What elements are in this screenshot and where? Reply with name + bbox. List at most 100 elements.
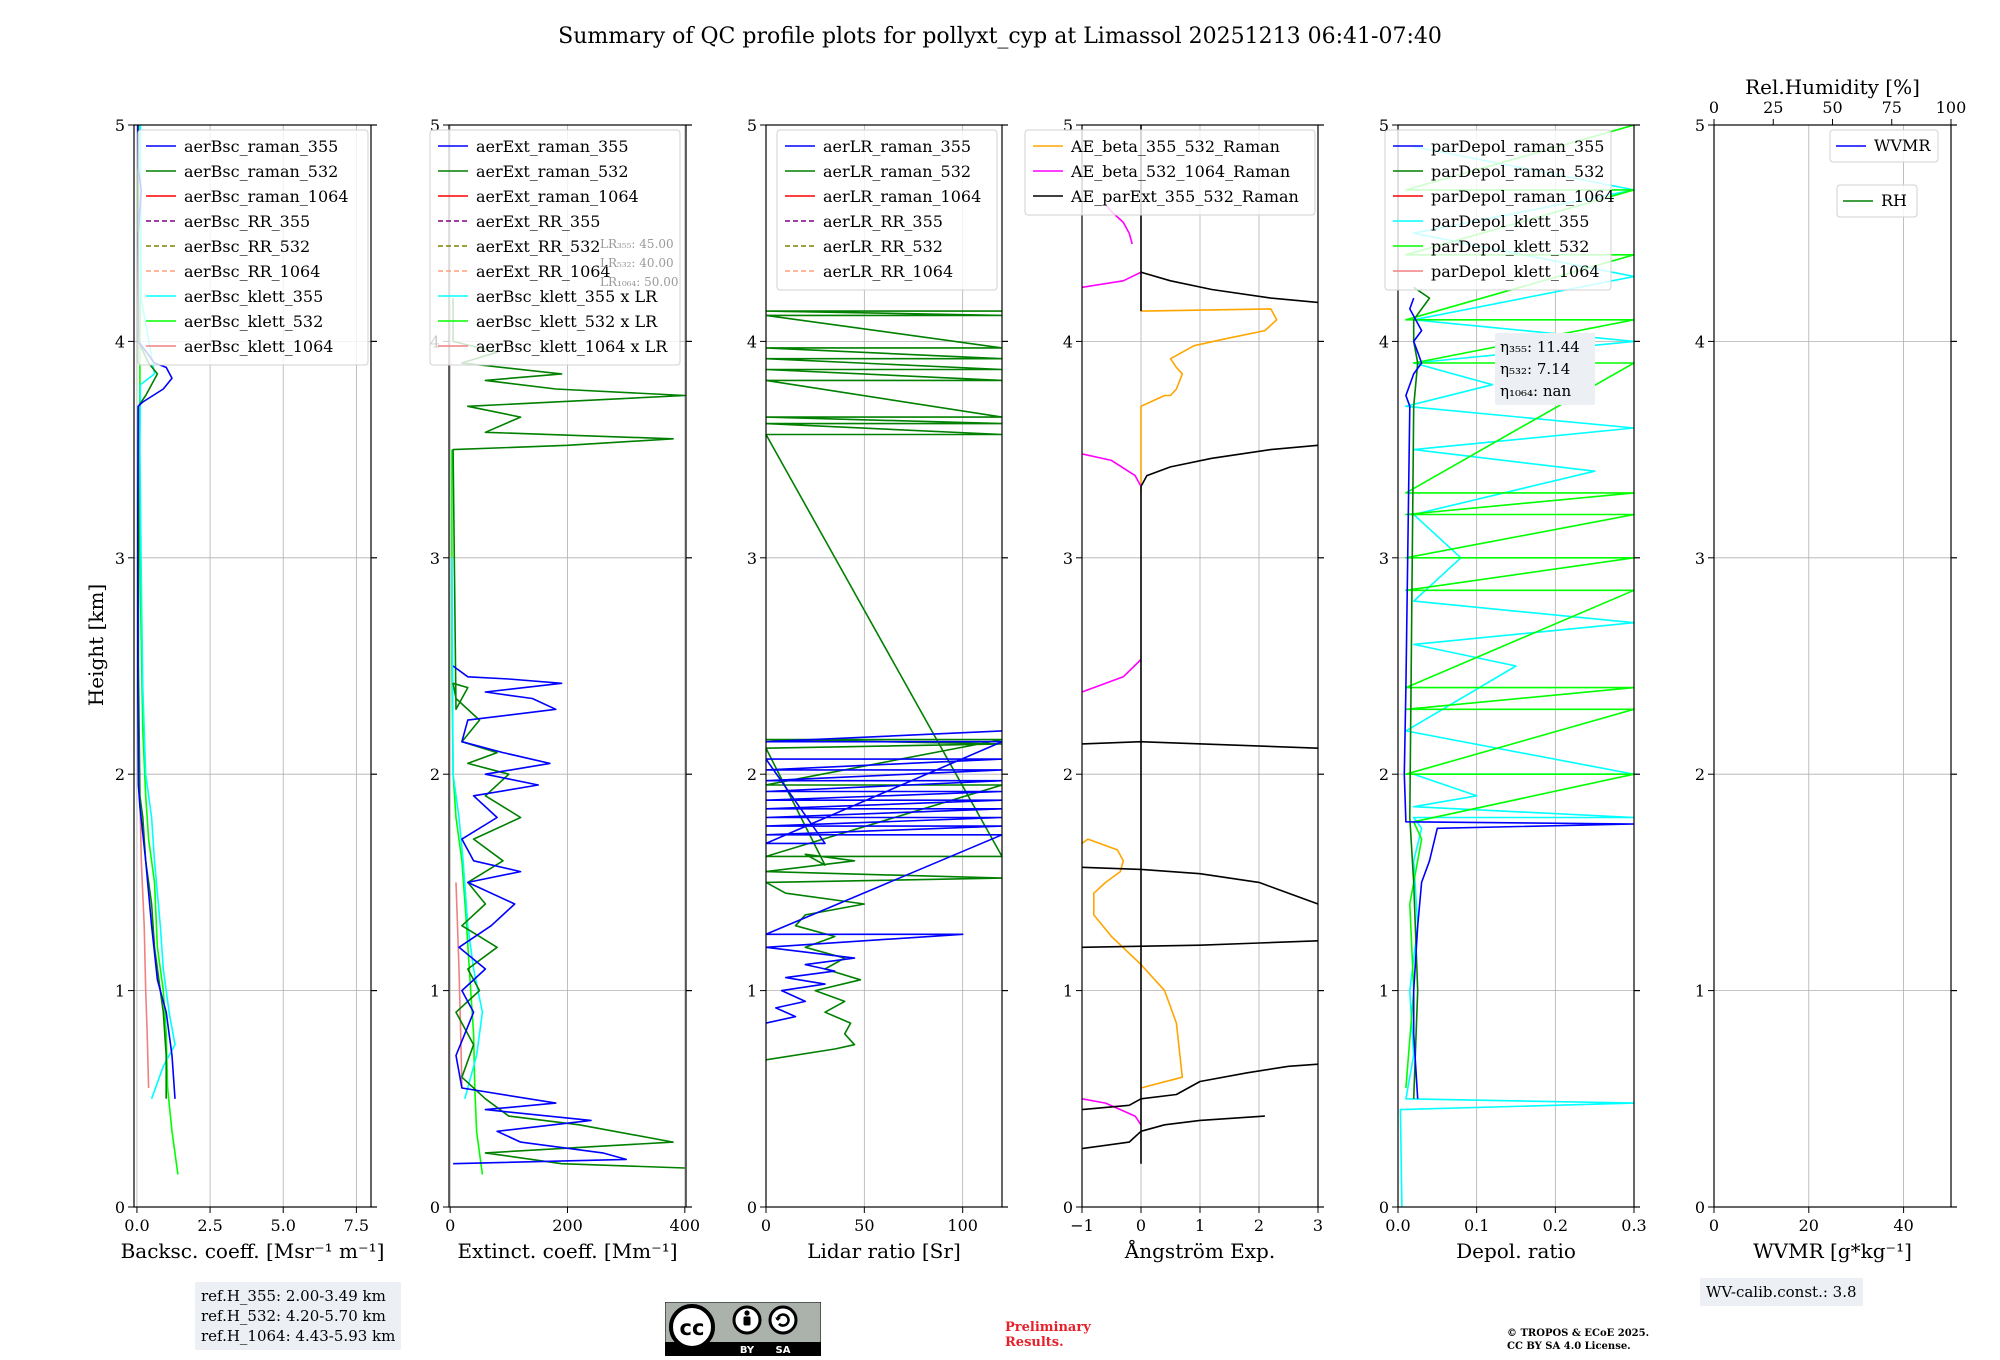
series-group: [766, 310, 1002, 1061]
legend-label: parDepol_raman_355: [1431, 137, 1604, 156]
ref-height-355: ref.H_355: 2.00-3.49 km: [201, 1287, 386, 1305]
ref-height-532: ref.H_532: 4.20-5.70 km: [201, 1307, 386, 1325]
x-tick-label: 0: [1136, 1216, 1146, 1235]
legend-label: aerBsc_RR_355: [184, 212, 310, 231]
copyright-line-2: CC BY SA 4.0 License.: [1507, 1341, 1631, 1352]
legend-label: parDepol_klett_355: [1431, 212, 1589, 231]
series-parDepol_raman_355: [1403, 297, 1634, 1099]
y-tick-label: 0: [1063, 1198, 1073, 1217]
legend-box: [1384, 129, 1612, 291]
legend-label: aerLR_raman_1064: [823, 187, 981, 206]
wv-calibration-box: WV-calib.const.: 3.8: [1700, 1278, 1863, 1306]
plot-frame: [765, 124, 1003, 1208]
y-tick-label: 0: [747, 1198, 757, 1217]
x-tick-label: 0.0: [124, 1216, 149, 1235]
legend-label: aerExt_RR_532: [476, 237, 600, 256]
x-tick-label: 1: [1195, 1216, 1205, 1235]
y-tick-label: 3: [115, 549, 125, 568]
eta-label: η₃₅₅: 11.44: [1500, 338, 1580, 356]
x-tick-label: 400: [670, 1216, 701, 1235]
legend-label: aerBsc_raman_1064: [184, 187, 349, 206]
x-tick-label: 40: [1893, 1216, 1913, 1235]
y-tick-label: 0: [430, 1198, 440, 1217]
y-tick-label: 4: [1379, 332, 1389, 351]
series-AE_beta_355_532_Raman: [1082, 838, 1184, 1089]
cc-symbol-text: cc: [680, 1316, 705, 1340]
ref-height-1064: ref.H_1064: 4.43-5.93 km: [201, 1327, 396, 1345]
legend-label: aerLR_RR_532: [823, 237, 943, 256]
y-tick-label: 1: [1379, 982, 1389, 1001]
legend-box: [1836, 184, 1918, 218]
x-tick-label: 0.3: [1621, 1216, 1646, 1235]
plot-frame: [1713, 124, 1952, 1208]
series-AE_parExt_355_532_Raman_g: [1140, 444, 1318, 487]
lidar-ratio-annotation: LR₅₃₂: 40.00: [600, 256, 674, 270]
legend-label: aerExt_raman_355: [476, 137, 629, 156]
series-AE_parExt_355_532_Raman_h: [1140, 271, 1318, 312]
cc-icon: [669, 1304, 715, 1350]
x-axis-label: Extinct. coeff. [Mm⁻¹]: [457, 1239, 677, 1263]
y-tick-label: 5: [1063, 116, 1073, 135]
legend-label: aerBsc_raman_355: [184, 137, 338, 156]
y-tick-label: 1: [1063, 982, 1073, 1001]
legend-label: aerExt_RR_355: [476, 212, 600, 231]
plot-frame: [133, 124, 372, 1208]
y-axis-label: Height [km]: [84, 584, 108, 706]
lidar-ratio-annotation: LR₃₅₅: 45.00: [600, 237, 674, 251]
y-tick-label: 3: [1695, 549, 1705, 568]
eta-label: η₁₀₆₄: nan: [1500, 382, 1571, 400]
legend-label: AE_parExt_355_532_Raman: [1070, 187, 1299, 206]
y-tick-label: 0: [115, 1198, 125, 1217]
x-tick-label: 50: [854, 1216, 874, 1235]
eta-label: η₅₃₂: 7.14: [1500, 360, 1570, 378]
legend-label: aerLR_raman_532: [823, 162, 971, 181]
legend-label: aerLR_RR_1064: [823, 262, 953, 281]
series-aerExt_raman_532: [452, 298, 686, 1169]
y-tick-label: 4: [115, 332, 125, 351]
legend-label: aerBsc_RR_1064: [184, 262, 320, 281]
y-tick-label: 1: [747, 982, 757, 1001]
series-aerBsc_klett_355: [139, 125, 176, 1100]
series-aerLR_raman_532: [766, 310, 1002, 1061]
series-AE_beta_532_1064_Raman_mid: [1082, 658, 1142, 693]
legend-label: aerBsc_raman_532: [184, 162, 338, 181]
top-x-tick-label: 75: [1882, 98, 1902, 117]
legend-label: aerLR_RR_355: [823, 212, 943, 231]
x-axis-label: Backsc. coeff. [Msr⁻¹ m⁻¹]: [121, 1239, 385, 1263]
x-tick-label: 2.5: [197, 1216, 222, 1235]
legend-box: [1024, 129, 1316, 216]
legend-box: [429, 129, 681, 366]
copyright-line-1: © TROPOS & ECoE 2025.: [1507, 1328, 1650, 1339]
y-tick-label: 5: [1379, 116, 1389, 135]
y-tick-label: 2: [1695, 765, 1705, 784]
legend: aerLR_raman_355 aerLR_raman_532 aerLR_rama…: [776, 129, 998, 291]
series-AE_beta_532_1064_Raman_top: [1082, 271, 1142, 289]
series-aerBsc_klett_355 x LR: [451, 557, 484, 1100]
eta-annotation: η₃₅₅: 11.44 η₅₃₂: 7.14 η₁₀₆₄: nan: [1495, 333, 1595, 405]
eta-box: [1495, 333, 1595, 405]
x-tick-label: 0.2: [1543, 1216, 1568, 1235]
legend-label: RH: [1881, 191, 1907, 210]
y-tick-label: 2: [1063, 765, 1073, 784]
preliminary-note: Preliminary Results.: [1005, 1320, 1091, 1350]
legend-box: [137, 129, 369, 366]
panel-lidar-ratio: 0 50 100 0 1 2 3 4 5 Lidar ratio [Sr] aerLR_raman_…: [747, 116, 1008, 1263]
legend-label: aerLR_raman_355: [823, 137, 971, 156]
y-tick-label: 3: [1379, 549, 1389, 568]
legend: aerExt_raman_355 aerExt_raman_532 aerExt_r…: [429, 129, 681, 366]
x-tick-label: 5.0: [270, 1216, 295, 1235]
legend-label: aerBsc_klett_1064 x LR: [476, 337, 668, 356]
x-tick-label: 200: [552, 1216, 583, 1235]
legend: AE_beta_355_532_Raman AE_beta_532_1064_Ra…: [1024, 129, 1316, 216]
y-tick-label: 2: [1379, 765, 1389, 784]
top-x-tick-label: 25: [1763, 98, 1783, 117]
y-tick-label: 5: [430, 116, 440, 135]
y-tick-label: 4: [747, 332, 757, 351]
copyright-note: © TROPOS & ECoE 2025. CC BY SA 4.0 Licen…: [1507, 1327, 1649, 1353]
legend-label: aerBsc_klett_355: [184, 287, 323, 306]
cc-sa-label: SA: [776, 1345, 791, 1356]
cc-by-sa-badge: cc BY SA: [665, 1302, 821, 1356]
y-tick-label: 1: [1695, 982, 1705, 1001]
x-tick-label: 0: [445, 1216, 455, 1235]
